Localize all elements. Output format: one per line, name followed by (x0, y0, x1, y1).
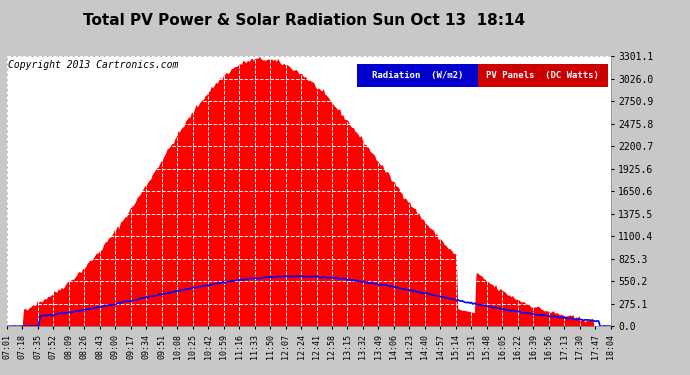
Text: Total PV Power & Solar Radiation Sun Oct 13  18:14: Total PV Power & Solar Radiation Sun Oct… (83, 13, 524, 28)
Text: Copyright 2013 Cartronics.com: Copyright 2013 Cartronics.com (8, 60, 178, 70)
Bar (357, 64, 477, 87)
Text: PV Panels  (DC Watts): PV Panels (DC Watts) (486, 71, 599, 80)
Text: Radiation  (W/m2): Radiation (W/m2) (372, 71, 463, 80)
Bar (477, 64, 608, 87)
